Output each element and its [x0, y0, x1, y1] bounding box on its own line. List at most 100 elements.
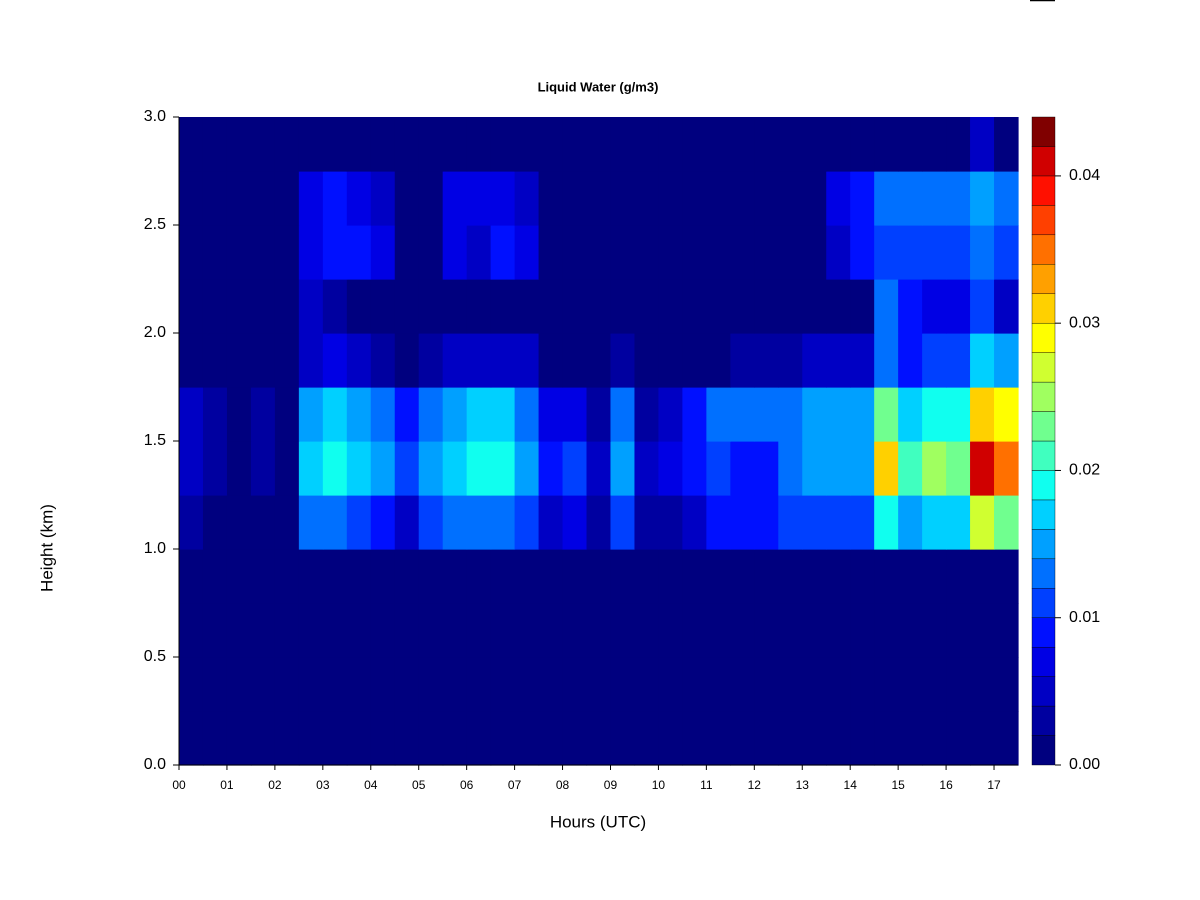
heatmap-cell — [250, 711, 276, 766]
heatmap-cell — [562, 225, 588, 280]
heatmap-cell — [346, 279, 372, 334]
heatmap-cell — [202, 387, 228, 442]
heatmap-cell — [610, 549, 636, 604]
y-axis-label: Height (km) — [37, 504, 56, 592]
colorbar-box — [1031, 293, 1056, 324]
heatmap-cell — [562, 171, 588, 226]
heatmap-cell — [946, 549, 971, 604]
heatmap-cell — [274, 603, 300, 658]
heatmap-cell — [898, 495, 923, 550]
heatmap-cell — [562, 603, 588, 658]
heatmap-cell — [730, 549, 755, 604]
heatmap-cell — [298, 387, 324, 442]
x-tick-label: 17 — [987, 778, 1001, 792]
heatmap-cell — [850, 225, 875, 280]
heatmap-cell — [946, 657, 971, 712]
heatmap-cell — [298, 711, 324, 766]
heatmap-cell — [634, 333, 660, 388]
heatmap-cell — [442, 657, 468, 712]
heatmap-cell — [394, 117, 420, 172]
heatmap-cell — [179, 387, 204, 442]
heatmap-cell — [538, 279, 564, 334]
heatmap-cell — [370, 117, 396, 172]
heatmap-cell — [274, 225, 300, 280]
heatmap-cell — [802, 387, 827, 442]
x-axis-label: Hours (UTC) — [550, 812, 646, 831]
heatmap-cell — [898, 603, 923, 658]
colorbar-box — [1031, 146, 1056, 177]
heatmap-cell — [490, 657, 516, 712]
heatmap-cell — [754, 711, 779, 766]
heatmap-cell — [730, 333, 755, 388]
heatmap-cell — [346, 171, 372, 226]
heatmap-cell — [994, 333, 1019, 388]
heatmap-cell — [418, 171, 444, 226]
heatmap-cell — [298, 333, 324, 388]
heatmap-cell — [898, 117, 923, 172]
heatmap-cell — [658, 117, 683, 172]
heatmap-cell — [658, 333, 683, 388]
heatmap-cell — [274, 387, 300, 442]
heatmap-cell — [298, 603, 324, 658]
heatmap-cell — [610, 495, 636, 550]
heatmap-cell — [754, 117, 779, 172]
heatmap-cell — [346, 657, 372, 712]
heatmap-cell — [322, 603, 348, 658]
heatmap-cell — [179, 117, 204, 172]
heatmap-cell — [778, 549, 803, 604]
heatmap-cell — [778, 225, 803, 280]
heatmap-cell — [778, 657, 803, 712]
heatmap-cell — [682, 387, 707, 442]
heatmap-cell — [226, 387, 252, 442]
heatmap-cell — [394, 225, 420, 280]
heatmap-cell — [706, 387, 731, 442]
heatmap-cell — [970, 117, 995, 172]
heatmap-cell — [874, 657, 899, 712]
heatmap-cell — [802, 225, 827, 280]
heatmap-cell — [898, 171, 923, 226]
heatmap-cell — [754, 549, 779, 604]
heatmap-cell — [826, 711, 851, 766]
heatmap-cell — [922, 603, 947, 658]
colorbar-tick-label: 0.03 — [1069, 314, 1100, 331]
heatmap-cell — [586, 279, 612, 334]
heatmap-cell — [706, 117, 731, 172]
colorbar-box — [1031, 646, 1056, 677]
heatmap-cell — [778, 603, 803, 658]
heatmap-cell — [466, 171, 492, 226]
heatmap-cell — [826, 441, 851, 496]
heatmap-cell — [898, 387, 923, 442]
heatmap-cell — [490, 495, 516, 550]
heatmap-cell — [514, 279, 540, 334]
heatmap-cell — [274, 711, 300, 766]
heatmap-cell — [610, 711, 636, 766]
x-tick-label: 09 — [604, 778, 618, 792]
heatmap-cell — [730, 171, 755, 226]
heatmap-cell — [322, 711, 348, 766]
heatmap-cell — [322, 387, 348, 442]
heatmap-cell — [754, 603, 779, 658]
heatmap-cell — [778, 279, 803, 334]
heatmap-cell — [826, 603, 851, 658]
heatmap-cell — [826, 549, 851, 604]
heatmap-cell — [442, 603, 468, 658]
heatmap-cell — [298, 117, 324, 172]
heatmap-cell — [346, 711, 372, 766]
heatmap-cell — [490, 333, 516, 388]
heatmap-cell — [466, 441, 492, 496]
heatmap-cell — [466, 279, 492, 334]
x-tick-label: 06 — [460, 778, 474, 792]
heatmap-cell — [514, 387, 540, 442]
heatmap-cell — [346, 333, 372, 388]
heatmap-cell — [466, 657, 492, 712]
heatmap-cell — [658, 495, 683, 550]
heatmap-cell — [730, 225, 755, 280]
heatmap-cell — [826, 225, 851, 280]
heatmap-cell — [946, 279, 971, 334]
colorbar-box — [1031, 116, 1056, 147]
heatmap-cell — [250, 171, 276, 226]
heatmap-cell — [658, 549, 683, 604]
heatmap-cell — [778, 387, 803, 442]
heatmap-cell — [778, 495, 803, 550]
